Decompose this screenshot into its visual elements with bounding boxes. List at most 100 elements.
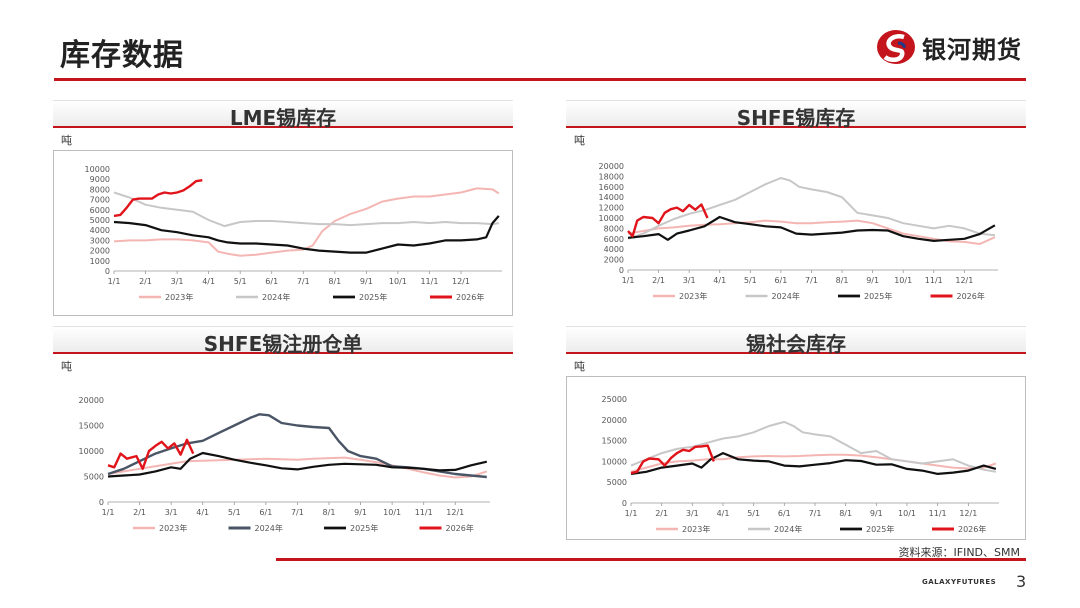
- series-line: [630, 444, 715, 475]
- x-tick-label: 9/1: [866, 276, 879, 285]
- footer-brand: GALAXYFUTURES: [922, 578, 997, 586]
- x-tick-label: 7/1: [809, 509, 822, 518]
- x-tick-label: 5/1: [744, 276, 757, 285]
- series-line: [113, 179, 203, 218]
- x-tick-label: 8/1: [839, 509, 852, 518]
- y-tick-label: 10000: [599, 214, 624, 223]
- legend-label: 2026年: [957, 291, 985, 301]
- source-note: 资料来源：IFIND、SMM: [898, 546, 1020, 559]
- panel-header: 锡社会库存: [566, 326, 1026, 356]
- x-tick-label: 7/1: [805, 276, 818, 285]
- x-tick-label: 6/1: [774, 276, 787, 285]
- series-line: [107, 438, 195, 471]
- legend-label: 2024年: [255, 523, 283, 533]
- x-tick-label: 4/1: [713, 276, 726, 285]
- legend-label: 2024年: [774, 524, 802, 534]
- panel-title: LME锡库存: [229, 106, 337, 130]
- x-tick-label: 1/1: [625, 509, 638, 518]
- y-tick-label: 6000: [90, 206, 110, 215]
- x-tick-label: 10/1: [383, 508, 401, 517]
- x-tick-label: 5/1: [747, 509, 760, 518]
- y-tick-label: 2000: [604, 256, 624, 265]
- x-tick-label: 5/1: [228, 508, 241, 517]
- series-line: [113, 191, 499, 228]
- panel-shfe-warrants: SHFE锡注册仓单 吨 0 5000 10000 15000 20000 1/1 2/1 3/…: [53, 326, 513, 544]
- panel-social-inventory: 锡社会库存 吨 0 5000 10000 15000 20000 25000 1/1 2/1 3…: [566, 326, 1026, 544]
- x-tick-label: 9/1: [360, 277, 373, 286]
- y-tick-label: 10000: [85, 165, 110, 174]
- series-line: [627, 215, 996, 243]
- panel-header: SHFE锡库存: [566, 100, 1026, 130]
- series-line: [627, 219, 996, 245]
- series-line: [107, 451, 488, 478]
- x-tick-label: 6/1: [778, 509, 791, 518]
- legend-label: 2025年: [350, 523, 378, 533]
- x-tick-label: 1/1: [108, 277, 121, 286]
- x-tick-label: 12/1: [959, 509, 977, 518]
- panel-lme-tin-stock: LME锡库存 吨 0 1000 2000 3000 4000 5000 6000 7000 80…: [53, 100, 513, 318]
- series-line: [630, 451, 997, 476]
- y-tick-label: 0: [105, 267, 110, 276]
- y-tick-label: 5000: [607, 478, 627, 487]
- legend-label: 2023年: [165, 292, 193, 302]
- panel-shfe-tin-stock: SHFE锡库存 吨 0 2000 4000 6000 8000 10000 12000 140…: [566, 100, 1026, 318]
- y-tick-label: 7000: [90, 196, 110, 205]
- x-tick-label: 1/1: [102, 508, 115, 517]
- y-tick-label: 1000: [90, 257, 110, 266]
- y-tick-label: 8000: [90, 185, 110, 194]
- x-tick-label: 10/1: [894, 276, 912, 285]
- x-tick-label: 1/1: [622, 276, 635, 285]
- x-tick-label: 7/1: [291, 508, 304, 517]
- x-tick-label: 8/1: [836, 276, 849, 285]
- x-tick-label: 2/1: [652, 276, 665, 285]
- footer-divider: [276, 558, 1026, 561]
- x-tick-label: 8/1: [328, 277, 341, 286]
- y-tick-label: 20000: [599, 162, 624, 171]
- x-tick-label: 12/1: [955, 276, 973, 285]
- title-divider: [54, 78, 1026, 81]
- y-tick-label: 4000: [90, 226, 110, 235]
- y-tick-label: 20000: [79, 396, 104, 405]
- x-tick-label: 2/1: [139, 277, 152, 286]
- panel-title: SHFE锡库存: [736, 106, 856, 130]
- y-tick-label: 6000: [604, 235, 624, 244]
- x-tick-label: 11/1: [415, 508, 433, 517]
- x-tick-label: 11/1: [929, 509, 947, 518]
- x-tick-label: 4/1: [717, 509, 730, 518]
- x-tick-label: 7/1: [297, 277, 310, 286]
- panel-title: 锡社会库存: [746, 332, 846, 356]
- y-tick-label: 10000: [602, 457, 627, 466]
- y-tick-label: 10000: [79, 447, 104, 456]
- y-tick-label: 5000: [90, 216, 110, 225]
- y-tick-label: 0: [622, 499, 627, 508]
- x-tick-label: 12/1: [452, 277, 470, 286]
- x-tick-label: 9/1: [354, 508, 367, 517]
- x-tick-label: 2/1: [655, 509, 668, 518]
- x-tick-label: 5/1: [234, 277, 247, 286]
- y-tick-label: 5000: [84, 473, 104, 482]
- series-line: [107, 456, 488, 479]
- x-tick-label: 10/1: [389, 277, 407, 286]
- y-tick-label: 9000: [90, 175, 110, 184]
- x-tick-label: 4/1: [196, 508, 209, 517]
- x-tick-label: 8/1: [323, 508, 336, 517]
- page-title: 库存数据: [60, 38, 184, 73]
- series-line: [627, 177, 996, 240]
- x-tick-label: 3/1: [165, 508, 178, 517]
- legend-label: 2026年: [446, 523, 474, 533]
- x-tick-label: 12/1: [446, 508, 464, 517]
- brand-logo: 银河期货: [876, 28, 1036, 64]
- legend-label: 2025年: [864, 291, 892, 301]
- y-tick-label: 15000: [602, 437, 627, 446]
- x-tick-label: 10/1: [898, 509, 916, 518]
- legend-label: 2024年: [262, 292, 290, 302]
- legend-label: 2024年: [772, 291, 800, 301]
- shfe-warrants-chart: 0 5000 10000 15000 20000 1/1 2/1 3/1 4/1 5/1 6/1 7/…: [79, 396, 490, 533]
- unit-label: 吨: [61, 360, 72, 373]
- legend-label: 2026年: [958, 524, 986, 534]
- y-tick-label: 3000: [90, 236, 110, 245]
- legend-label: 2023年: [159, 523, 187, 533]
- y-tick-label: 12000: [599, 204, 624, 213]
- y-tick-label: 0: [619, 266, 624, 275]
